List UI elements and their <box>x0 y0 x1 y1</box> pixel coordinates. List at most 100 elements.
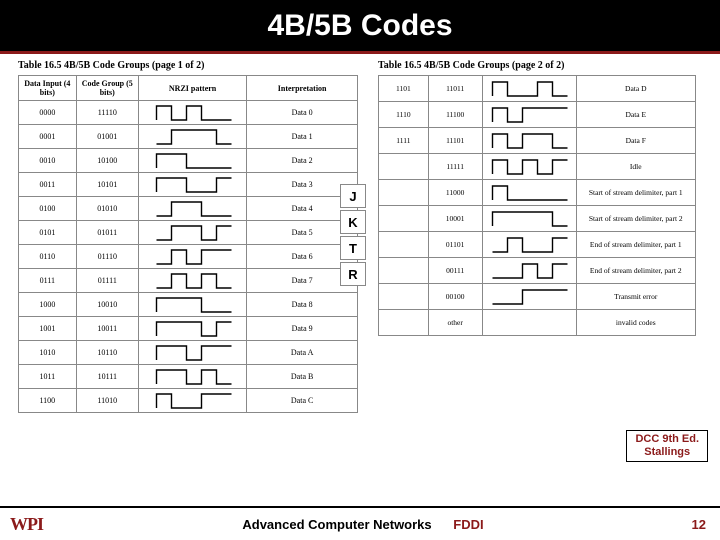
cell-nrzi <box>138 293 246 317</box>
left-col-header: Code Group (5 bits) <box>76 76 138 101</box>
cell-nrzi <box>482 232 576 258</box>
cell-code-group: 01010 <box>76 197 138 221</box>
cell-nrzi <box>138 221 246 245</box>
cell-data-input: 1101 <box>379 76 429 102</box>
page-number: 12 <box>666 517 706 532</box>
cell-nrzi <box>482 206 576 232</box>
left-table: Data Input (4 bits)Code Group (5 bits)NR… <box>18 75 358 413</box>
table-row: 000011110 Data 0 <box>19 101 358 125</box>
table-row: 11000 Start of stream delimiter, part 1 <box>379 180 696 206</box>
cell-interpretation: Data 2 <box>247 149 358 173</box>
cell-interpretation: Data 1 <box>247 125 358 149</box>
cell-code-group: 11111 <box>428 154 482 180</box>
table-row: 000101001 Data 1 <box>19 125 358 149</box>
cell-interpretation: Start of stream delimiter, part 1 <box>576 180 695 206</box>
cell-interpretation: Data 0 <box>247 101 358 125</box>
cell-nrzi <box>482 310 576 336</box>
cell-data-input: 1001 <box>19 317 77 341</box>
symbol-overlay-r: R <box>340 262 366 286</box>
table-row: 001110101Data 3 <box>19 173 358 197</box>
cell-data-input <box>379 258 429 284</box>
cell-nrzi <box>482 128 576 154</box>
cell-interpretation: Data A <box>247 341 358 365</box>
cell-interpretation: End of stream delimiter, part 2 <box>576 258 695 284</box>
cell-data-input: 0101 <box>19 221 77 245</box>
cell-data-input: 0001 <box>19 125 77 149</box>
table-row: otherinvalid codes <box>379 310 696 336</box>
cell-code-group: 11000 <box>428 180 482 206</box>
cell-code-group: 10110 <box>76 341 138 365</box>
cell-data-input: 0110 <box>19 245 77 269</box>
table-row: 110111011 Data D <box>379 76 696 102</box>
table-row: 010101011Data 5 <box>19 221 358 245</box>
cell-data-input: 1100 <box>19 389 77 413</box>
cell-interpretation: Data C <box>247 389 358 413</box>
cell-interpretation: Data 9 <box>247 317 358 341</box>
table-row: 111011100 Data E <box>379 102 696 128</box>
cell-data-input <box>379 154 429 180</box>
header-bar: 4B/5B Codes <box>0 0 720 54</box>
cell-data-input: 0111 <box>19 269 77 293</box>
cell-interpretation: Data E <box>576 102 695 128</box>
table-row: 011001110Data 6 <box>19 245 358 269</box>
cell-interpretation: Data 8 <box>247 293 358 317</box>
cell-data-input: 0010 <box>19 149 77 173</box>
table-row: 100110011Data 9 <box>19 317 358 341</box>
right-table: 110111011 Data D111011100 Data E 11111 1101 D… <box>378 75 696 336</box>
table-row: 011101111Data 7 <box>19 269 358 293</box>
cell-nrzi <box>482 284 576 310</box>
cell-data-input: 1110 <box>379 102 429 128</box>
symbol-overlay-t: T <box>340 236 366 260</box>
cell-interpretation: Data D <box>576 76 695 102</box>
content-area: Table 16.5 4B/5B Code Groups (page 1 of … <box>0 54 720 500</box>
cell-code-group: 11011 <box>428 76 482 102</box>
cell-code-group: other <box>428 310 482 336</box>
left-col-header: NRZI pattern <box>138 76 246 101</box>
table-row: 00100Transmit error <box>379 284 696 310</box>
cell-data-input: 1010 <box>19 341 77 365</box>
cell-nrzi <box>138 389 246 413</box>
right-table-panel: Table 16.5 4B/5B Code Groups (page 2 of … <box>378 60 696 336</box>
table-row: 001010100Data 2 <box>19 149 358 173</box>
cell-code-group: 01001 <box>76 125 138 149</box>
cell-nrzi <box>482 102 576 128</box>
table-row: 01101 End of stream delimiter, part 1 <box>379 232 696 258</box>
cell-code-group: 11110 <box>76 101 138 125</box>
cell-code-group: 10010 <box>76 293 138 317</box>
cell-interpretation: Start of stream delimiter, part 2 <box>576 206 695 232</box>
cell-code-group: 11100 <box>428 102 482 128</box>
cell-nrzi <box>138 365 246 389</box>
cell-code-group: 11010 <box>76 389 138 413</box>
table-row: 100010010 Data 8 <box>19 293 358 317</box>
cell-data-input: 1000 <box>19 293 77 317</box>
footer-center: Advanced Computer Networks FDDI <box>60 517 666 532</box>
cell-interpretation: Idle <box>576 154 695 180</box>
cell-nrzi <box>482 76 576 102</box>
cell-interpretation: End of stream delimiter, part 1 <box>576 232 695 258</box>
cell-code-group: 10101 <box>76 173 138 197</box>
cell-nrzi <box>138 149 246 173</box>
cell-code-group: 00111 <box>428 258 482 284</box>
cell-interpretation: Data B <box>247 365 358 389</box>
table-row: 11111 Idle <box>379 154 696 180</box>
cell-code-group: 10111 <box>76 365 138 389</box>
table-row: 00111 End of stream delimiter, part 2 <box>379 258 696 284</box>
reference-line2: Stallings <box>644 446 690 458</box>
cell-code-group: 11101 <box>428 128 482 154</box>
left-col-header: Data Input (4 bits) <box>19 76 77 101</box>
cell-data-input <box>379 284 429 310</box>
left-table-panel: Table 16.5 4B/5B Code Groups (page 1 of … <box>18 60 358 413</box>
table-row: 101110111Data B <box>19 365 358 389</box>
cell-nrzi <box>138 269 246 293</box>
cell-code-group: 00100 <box>428 284 482 310</box>
cell-code-group: 01101 <box>428 232 482 258</box>
cell-data-input: 0000 <box>19 101 77 125</box>
table-row: 010001010Data 4 <box>19 197 358 221</box>
table-row: 101010110 Data A <box>19 341 358 365</box>
cell-nrzi <box>138 173 246 197</box>
right-table-caption: Table 16.5 4B/5B Code Groups (page 2 of … <box>378 60 696 71</box>
cell-nrzi <box>138 125 246 149</box>
cell-interpretation: Data F <box>576 128 695 154</box>
cell-data-input: 0011 <box>19 173 77 197</box>
table-row: 10001Start of stream delimiter, part 2 <box>379 206 696 232</box>
